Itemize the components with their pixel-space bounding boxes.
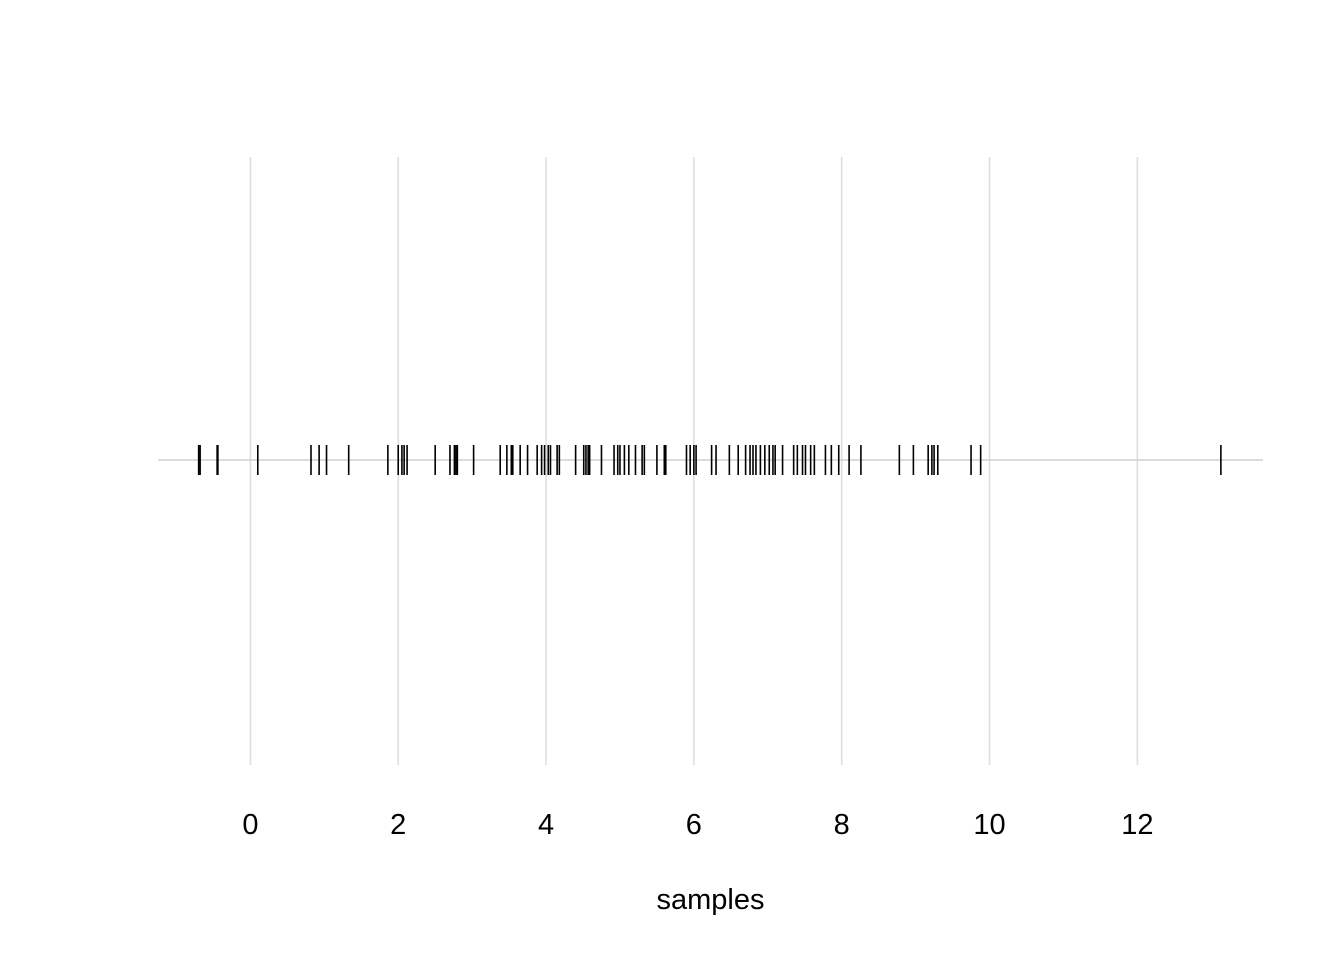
- x-tick-label: 0: [242, 809, 258, 841]
- grid-lines: [249, 157, 1139, 765]
- rug-ticks: [197, 445, 1222, 475]
- x-tick-label: 2: [390, 809, 406, 841]
- x-tick-label: 4: [538, 809, 554, 841]
- x-tick-label: 8: [834, 809, 850, 841]
- x-tick-label: 10: [973, 809, 1005, 841]
- x-tick-label: 12: [1121, 809, 1153, 841]
- x-axis-tick-labels: 0 2 4 6 8 10 12: [242, 809, 1153, 841]
- x-axis-title: samples: [657, 884, 765, 916]
- x-tick-label: 6: [686, 809, 702, 841]
